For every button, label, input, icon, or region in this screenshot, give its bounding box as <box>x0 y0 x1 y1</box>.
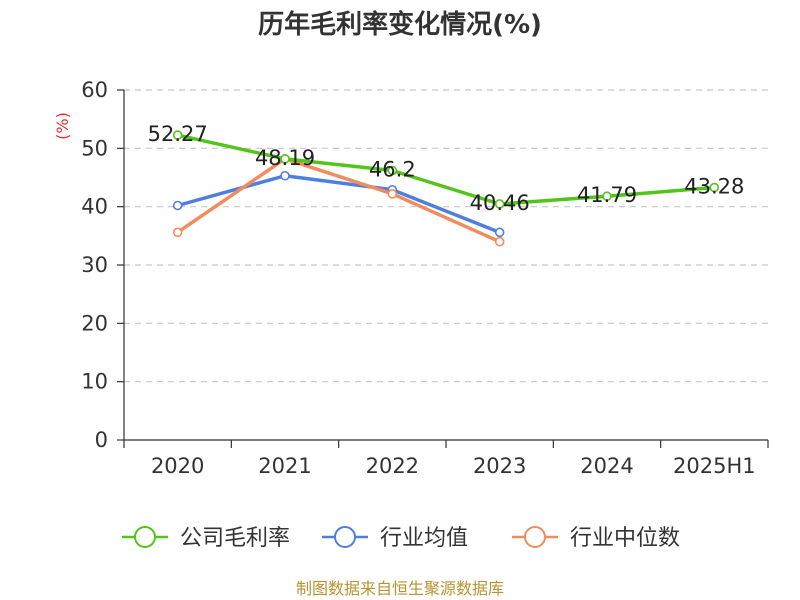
series-line-0 <box>177 133 715 206</box>
data-point <box>494 199 505 209</box>
data-point <box>602 191 612 202</box>
legend-label: 行业均值 <box>380 526 468 551</box>
x-tick-label: 2020 <box>151 454 204 478</box>
axes: 0 10 20 30 40 50 60 2020 2021 2022 2023 2024 2025H1 <box>81 78 769 478</box>
data-label: 41.79 <box>577 183 637 207</box>
y-tick-label: 10 <box>81 370 108 394</box>
x-tick-label: 2024 <box>580 454 633 478</box>
data-label: 40.46 <box>470 191 530 215</box>
series-line-1 <box>177 174 501 234</box>
data-point <box>709 182 720 193</box>
y-tick-label: 40 <box>81 195 108 219</box>
data-point <box>387 165 398 176</box>
series-layer <box>172 130 720 247</box>
data-labels: 52.27 48.19 46.2 40.46 41.79 43.28 <box>148 122 745 215</box>
data-point <box>280 154 290 164</box>
x-tick-label: 2025H1 <box>673 454 756 478</box>
x-tick-label: 2021 <box>258 454 311 478</box>
y-axis-unit-label: (%) <box>53 112 72 140</box>
data-point <box>172 227 183 238</box>
data-point <box>494 236 505 247</box>
y-tick-label: 60 <box>81 78 108 102</box>
legend-item: 行业均值 <box>322 526 468 551</box>
data-point <box>280 170 290 181</box>
grid-lines <box>124 89 768 383</box>
data-label: 43.28 <box>684 175 744 199</box>
x-tick-label: 2023 <box>473 454 526 478</box>
data-label: 46.2 <box>369 158 416 182</box>
data-label: 48.19 <box>255 146 315 170</box>
x-tick-label: 2022 <box>366 454 419 478</box>
chart-title: 历年毛利率变化情况(%) <box>258 9 542 40</box>
y-tick-label: 50 <box>81 136 108 160</box>
source-note: 制图数据来自恒生聚源数据库 <box>296 579 504 598</box>
data-point <box>172 130 183 140</box>
data-label: 52.27 <box>148 122 208 146</box>
legend-swatch-marker <box>524 526 546 548</box>
legend-label: 公司毛利率 <box>180 526 290 551</box>
y-tick-label: 20 <box>81 311 108 335</box>
data-point <box>387 189 398 199</box>
y-tick-label: 30 <box>81 253 108 277</box>
series-line-2 <box>176 157 501 244</box>
legend-item: 公司毛利率 <box>122 526 290 551</box>
legend-item: 行业中位数 <box>512 526 680 551</box>
legend-swatch-marker <box>334 526 356 548</box>
data-point <box>494 227 505 238</box>
legend-label: 行业中位数 <box>570 526 680 551</box>
y-tick-label: 0 <box>95 428 108 452</box>
legend-swatch-marker <box>134 526 156 548</box>
legend: 公司毛利率 行业均值 行业中位数 <box>122 526 680 551</box>
data-point <box>172 200 183 211</box>
